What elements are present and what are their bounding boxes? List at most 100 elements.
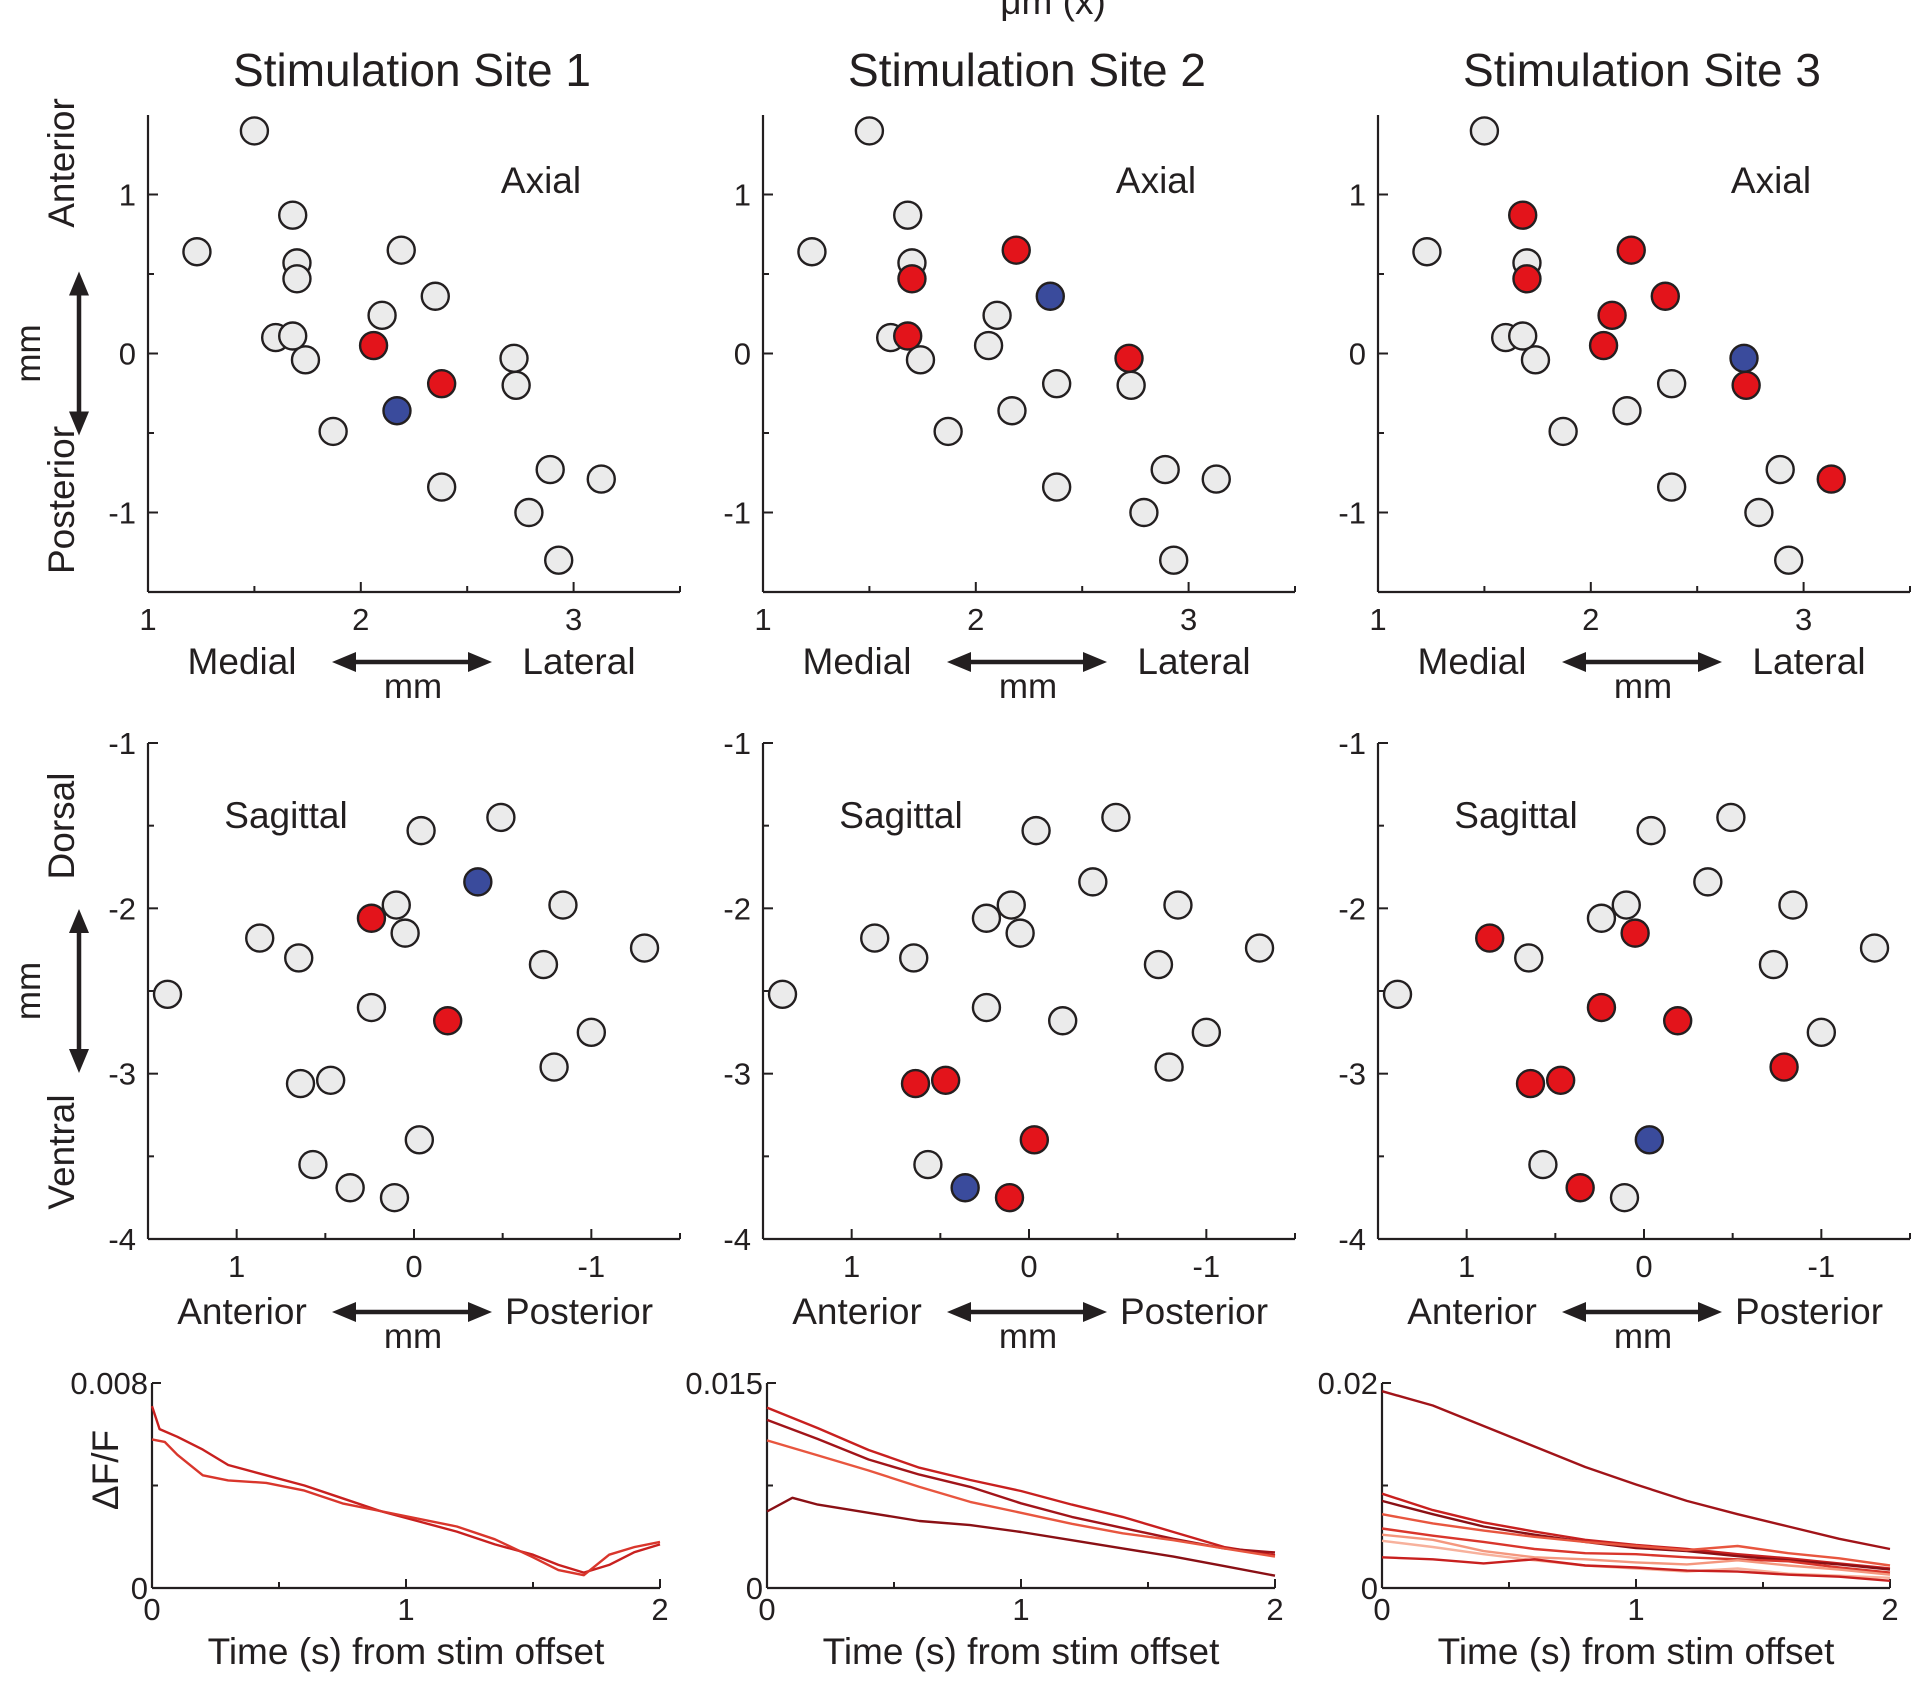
neuron-dot [182, 237, 212, 267]
x-tick-label: -1 [1193, 1249, 1221, 1284]
x-unit-label: mm [384, 1317, 442, 1356]
x-unit-label: mm [999, 667, 1057, 706]
neuron-dot [1021, 815, 1051, 846]
neuron-dot [315, 1065, 346, 1095]
neuron-dot [1508, 321, 1538, 351]
responsive-neuron-dot [1512, 264, 1542, 294]
x-direction-left: Medial [1418, 641, 1527, 682]
x-direction-right: Posterior [505, 1291, 653, 1332]
neuron-dot [1758, 949, 1789, 980]
responsive-neuron-dot [1114, 343, 1144, 373]
x-tick-label: 1 [228, 1249, 245, 1284]
stimulated-neuron-dot [1035, 281, 1065, 311]
y-tick-label: -4 [108, 1222, 136, 1257]
trace-line [1381, 1513, 1891, 1567]
neuron-dot [1716, 802, 1746, 833]
neuron-dot [285, 1068, 316, 1099]
neuron-dot [1548, 416, 1578, 447]
neuron-dot [501, 370, 531, 400]
y-tick-label: 0 [131, 1571, 148, 1606]
axial-annotation: Axial [501, 160, 581, 201]
neuron-dot [1744, 497, 1774, 528]
y-axis-title: ΔF/F [85, 1430, 126, 1510]
x-tick-label: 1 [754, 602, 771, 637]
trace-line [1381, 1499, 1891, 1571]
neuron-dot [245, 923, 275, 953]
x-unit-label: mm [1614, 667, 1672, 706]
trace-line [766, 1406, 1276, 1557]
x-tick-label: 2 [352, 602, 369, 637]
neuron-dot [356, 992, 387, 1023]
y-unit-label: mm [9, 962, 48, 1020]
responsive-neuron-dot [1475, 923, 1505, 953]
x-direction-arrow-head-right [468, 652, 492, 672]
panel-title-site-1: Stimulation Site 1 [233, 44, 591, 96]
neuron-dot [1201, 464, 1231, 494]
x-tick-label: 2 [967, 602, 984, 637]
axial-panel-site-2: 1 0 -1 1 2 3 Axial Medial Lateral mm [723, 115, 1296, 706]
neuron-dot [1078, 867, 1108, 897]
neuron-dot [1586, 903, 1617, 933]
x-direction-arrow-head-left [1562, 652, 1586, 672]
neuron-dot [1636, 815, 1666, 846]
y-tick-label: 0 [1349, 337, 1366, 372]
y-direction-arrow-head-top [69, 271, 89, 296]
y-tick-label: 0.008 [70, 1366, 148, 1401]
y-direction-arrow-head-bottom [69, 411, 89, 436]
responsive-neuron-dot [1001, 235, 1031, 265]
neuron-dot [1244, 933, 1275, 963]
x-direction-left: Anterior [792, 1291, 922, 1332]
y-tick-label: 1 [734, 178, 751, 213]
x-direction-arrow-head-right [1698, 652, 1722, 672]
y-direction-bottom: Posterior [41, 426, 82, 574]
neuron-dot [1528, 1149, 1558, 1180]
neuron-dot [1469, 116, 1500, 146]
responsive-neuron-dot [356, 903, 387, 933]
x-direction-left: Anterior [177, 1291, 307, 1332]
x-axis-title: Time (s) from stim offset [208, 1631, 605, 1672]
neuron-dot [1143, 949, 1174, 980]
neuron-dot [278, 200, 308, 230]
neuron-dot [1778, 890, 1808, 920]
x-direction-left: Anterior [1407, 1291, 1537, 1332]
x-tick-label: 2 [1266, 1592, 1283, 1627]
neuron-dot [335, 1173, 365, 1203]
neuron-dot [1609, 1182, 1640, 1213]
trace-line [1381, 1556, 1891, 1582]
x-tick-label: 3 [1795, 602, 1812, 637]
y-tick-label: 0 [734, 337, 751, 372]
panels-layer: 1 0 -1 1 2 3 Axial Medial Lateral mm Anterior Poste… [9, 98, 1911, 1672]
x-direction-left: Medial [803, 641, 912, 682]
x-tick-label: 1 [843, 1249, 860, 1284]
neuron-dot [1774, 545, 1804, 575]
stimulated-neuron-dot [950, 1173, 980, 1203]
x-tick-label: 1 [1458, 1249, 1475, 1284]
panel-title-site-2: Stimulation Site 2 [848, 44, 1206, 96]
x-unit-label: mm [1614, 1317, 1672, 1356]
y-tick-label: 0 [746, 1571, 763, 1606]
x-direction-right: Lateral [1752, 641, 1865, 682]
y-tick-label: 0.015 [685, 1366, 763, 1401]
neuron-dot [284, 943, 314, 973]
responsive-neuron-dot [930, 1065, 961, 1095]
responsive-neuron-dot [1586, 992, 1617, 1023]
x-unit-label: mm [999, 1317, 1057, 1356]
x-tick-label: 1 [1627, 1592, 1644, 1627]
neuron-dot [282, 264, 312, 294]
neuron-dot [1412, 237, 1442, 267]
neuron-dot [1806, 1017, 1837, 1048]
responsive-neuron-dot [1019, 1125, 1050, 1155]
neuron-dot [1154, 1052, 1184, 1082]
neuron-dot [239, 116, 270, 146]
neuron-dot [544, 545, 574, 575]
y-tick-label: 1 [1349, 178, 1366, 213]
y-tick-label: 0 [119, 337, 136, 372]
x-tick-label: 1 [1369, 602, 1386, 637]
x-direction-arrow-head-right [468, 1302, 492, 1322]
responsive-neuron-dot [1565, 1173, 1595, 1203]
neuron-dot [539, 1052, 569, 1082]
neuron-dot [982, 300, 1012, 331]
x-tick-label: 1 [1012, 1592, 1029, 1627]
x-direction-right: Lateral [522, 641, 635, 682]
y-direction-arrow-head-top [69, 909, 89, 933]
